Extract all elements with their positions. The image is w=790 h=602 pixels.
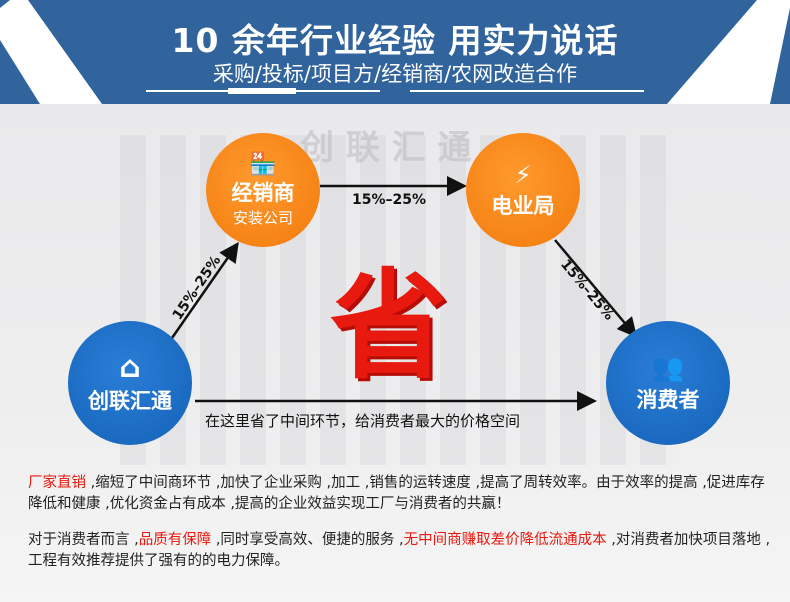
paragraph-consumer: 对于消费者而言 ,品质有保障 ,同时享受高效、便捷的服务 ,无中间商赚取差价降低…: [28, 530, 773, 572]
node-dealer: 🏪 经销商 安装公司: [206, 133, 320, 247]
node-label: 经销商: [231, 180, 295, 205]
divider: [410, 90, 644, 92]
home-icon: ⌂: [119, 350, 141, 385]
banner-title: 10 余年行业经验 用实力说话: [171, 21, 619, 60]
users-icon: 👥: [651, 353, 685, 383]
flow-caption: 在这里省了中间环节，给消费者最大的价格空间: [205, 412, 521, 430]
node-company: ⌂ 创联汇通: [68, 321, 192, 445]
watermark: 创 联 汇 通: [300, 128, 472, 168]
banner-subtitle: 采购/投标/项目方/经销商/农网改造合作: [212, 62, 578, 86]
text: 对于消费者而言 ,: [28, 532, 139, 548]
text: ,同时享受高效、便捷的服务 ,: [211, 532, 404, 548]
banner-shape: [0, 0, 790, 104]
divider: [228, 88, 296, 94]
node-label: 电业局: [491, 194, 555, 218]
highlight: 品质有保障: [138, 532, 212, 548]
node-sublabel: 安装公司: [232, 208, 293, 227]
store-icon: 🏪: [249, 151, 277, 177]
highlight: 无中间商赚取差价降低流通成本: [403, 532, 607, 548]
highlight: 厂家直销: [28, 475, 86, 491]
node-consumer: 👥 消费者: [606, 321, 730, 445]
arrow-bureau-consumer: [554, 239, 638, 338]
text: ,对消费者加快项目落地 ,工程有效推荐提供了强有的的电力保障。: [28, 532, 771, 569]
paragraph-direct-sales: 厂家直销 ,缩短了中间商环节 ,加快了企业采购 ,加工 ,销售的运转速度 ,提高…: [28, 473, 773, 515]
pct-label: 15%–25%: [352, 192, 427, 208]
node-label: 消费者: [636, 388, 700, 412]
save-character: 省: [330, 257, 449, 395]
node-bureau: ⚡ 电业局: [466, 133, 580, 247]
arrow-company-dealer: [170, 241, 239, 339]
power-building-icon: ⚡: [514, 161, 532, 189]
node-label: 创联汇通: [88, 389, 172, 413]
text: ,缩短了中间商环节 ,加快了企业采购 ,加工 ,销售的运转速度 ,提高了周转效率…: [28, 475, 765, 512]
